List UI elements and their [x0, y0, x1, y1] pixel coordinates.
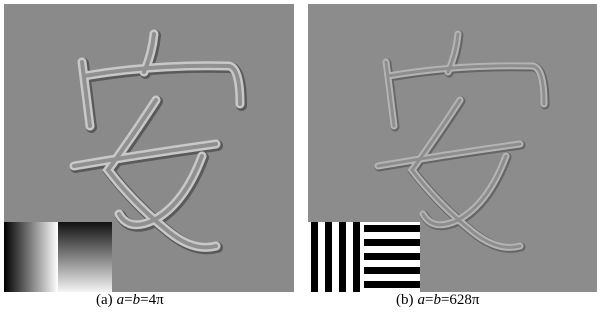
panel-a [4, 4, 294, 292]
caption-text: = [124, 292, 132, 308]
caption-text: =4π [140, 292, 164, 308]
stripe [311, 222, 318, 292]
stripe [364, 281, 420, 288]
stripe [339, 222, 346, 292]
figure [0, 0, 601, 292]
caption-text: =628π [441, 292, 480, 308]
stripe [364, 253, 420, 260]
inset-stripes-vertical [308, 222, 364, 292]
caption-label: (a) [96, 292, 113, 308]
page: (a)a=b=4π (b)a=b=628π (() => { const dat… [0, 0, 601, 320]
stripe [364, 267, 420, 274]
caption-var: b [133, 292, 141, 308]
caption-b: (b)a=b=628π [396, 292, 480, 309]
caption-a: (a)a=b=4π [96, 292, 164, 309]
inset-gradient-horizontal [4, 222, 58, 292]
stripe [325, 222, 332, 292]
caption-label: (b) [396, 292, 414, 308]
panel-b [308, 4, 597, 292]
stripe [364, 239, 420, 246]
caption-var: a [418, 292, 426, 308]
stripe [364, 225, 420, 232]
caption-var: b [433, 292, 441, 308]
inset-stripes-horizontal [364, 222, 420, 292]
stripe [353, 222, 360, 292]
inset-gradient-vertical [58, 222, 112, 292]
